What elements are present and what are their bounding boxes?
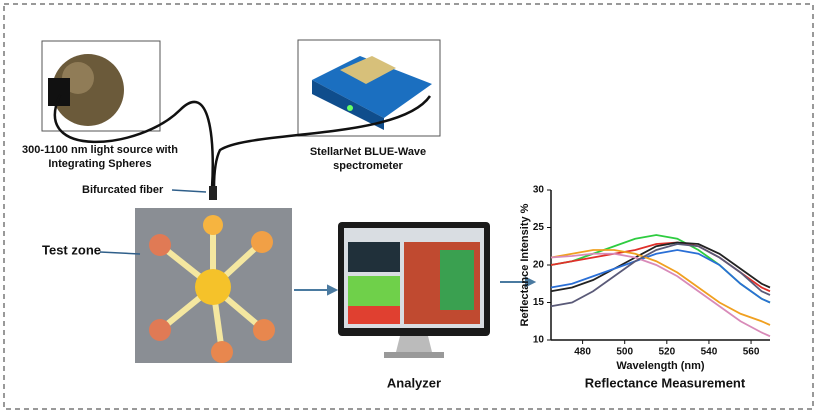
series-line xyxy=(550,243,771,308)
screen-panel xyxy=(348,242,400,272)
y-tick-label: 15 xyxy=(533,297,545,308)
spectrometer-side xyxy=(312,80,384,130)
spots xyxy=(149,215,275,363)
fiber-tip xyxy=(209,186,217,200)
label: StellarNet BLUE-Wave xyxy=(310,146,426,158)
label: spectrometer xyxy=(333,160,403,172)
label: Bifurcated fiber xyxy=(82,184,164,196)
led xyxy=(347,105,353,111)
screen-panel xyxy=(348,306,400,324)
screen-panel xyxy=(440,250,474,310)
x-axis-label: Wavelength (nm) xyxy=(616,360,705,372)
x-tick-label: 480 xyxy=(574,347,591,358)
monitor-base xyxy=(384,352,444,358)
pointer xyxy=(171,189,207,193)
x-tick-label: 500 xyxy=(616,347,633,358)
x-tick-label: 540 xyxy=(701,347,718,358)
x-tick-label: 520 xyxy=(658,347,675,358)
x-tick-label: 560 xyxy=(743,347,760,358)
arrows xyxy=(294,276,537,296)
label: 300-1100 nm light source with xyxy=(22,144,178,156)
fiber-cable xyxy=(53,94,215,189)
label: Analyzer xyxy=(387,375,441,390)
series-line xyxy=(550,241,771,293)
spectrometer-top xyxy=(312,56,432,118)
series-line xyxy=(550,249,771,326)
label: Reflectance Measurement xyxy=(585,375,746,390)
y-tick-label: 25 xyxy=(533,222,545,233)
series-line xyxy=(550,249,771,304)
y-axis-label: Reflectance Intensity % xyxy=(519,203,531,326)
y-tick-label: 20 xyxy=(533,260,545,271)
chart: 10 15 20 25 30 480 500 520 540 560 Wavelength (nm)… xyxy=(519,185,771,372)
label: Integrating Spheres xyxy=(48,158,151,170)
y-tick-label: 30 xyxy=(533,185,545,196)
pointer xyxy=(99,251,141,255)
spectrometer-label xyxy=(340,56,396,84)
fiber-cable xyxy=(212,95,432,189)
sphere-port xyxy=(48,78,70,106)
series-line xyxy=(550,252,771,338)
y-tick-label: 10 xyxy=(533,335,545,346)
label: Test zone xyxy=(42,242,101,257)
monitor-stand xyxy=(396,336,432,352)
frame xyxy=(3,3,814,410)
